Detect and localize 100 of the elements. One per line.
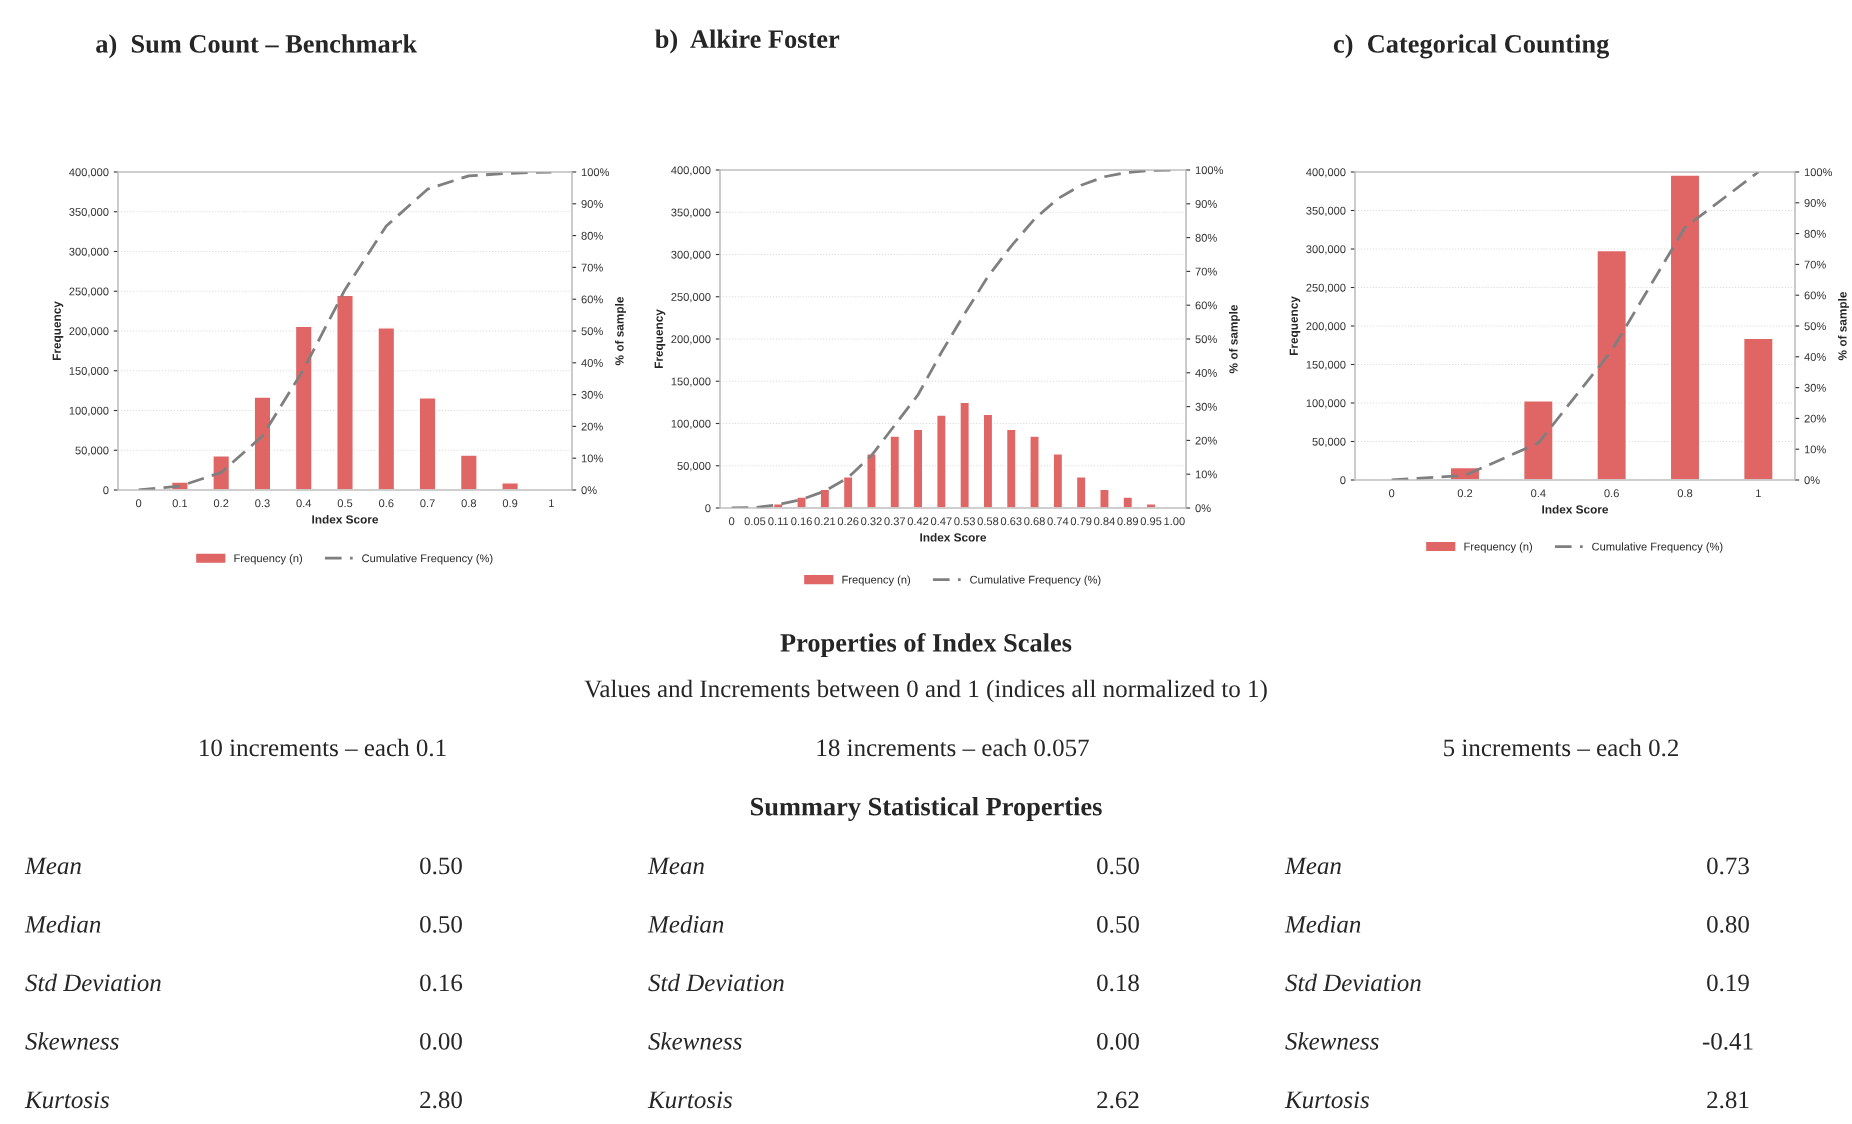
y-tick-label: 200,000 [671,335,711,345]
y-tick-label: 300,000 [1306,245,1346,255]
y2-tick-label: 100% [581,168,610,177]
x-axis-title: Index Score [920,532,987,542]
text: 0.16 [420,974,463,992]
y-tick-label: 350,000 [1306,206,1346,216]
chart-title: b) Alkire Foster [655,29,840,54]
y-tick-label: 300,000 [671,250,711,260]
text: 0.18 [1097,974,1139,992]
legend-label: Cumulative Frequency (%) [362,554,493,565]
chart-title: c) Categorical Counting [1333,34,1610,59]
y2-tick-label: 30% [581,390,603,399]
text: Kurtosis [647,1091,732,1109]
x-tick-label: 0.37 [884,517,906,526]
y2-tick-label: 10% [1195,470,1217,479]
y2-tick-label: 80% [581,231,603,240]
text: 5 increments – each 0.2 [1444,738,1678,757]
y2-axis-title: % of sample [1838,291,1850,361]
y2-tick-label: 60% [1195,301,1217,310]
text: Properties of Index Scales [780,632,1072,658]
x-tick-label: 0.3 [255,499,270,508]
bar [1099,488,1110,508]
bar [377,327,396,490]
y2-tick-label: 50% [1804,322,1826,331]
bar [982,413,994,508]
text: Median [1284,915,1361,933]
y2-tick-label: 90% [1195,200,1217,208]
text: Std Deviation [1285,973,1421,992]
text: Values and Increments between 0 and 1 (indices all normalized to 1) [584,679,1267,703]
y2-axis-title: % of sample [615,296,627,366]
x-tick-label: 0.53 [954,517,975,526]
y2-tick-label: 40% [1804,353,1826,361]
x-tick-label: 1.00 [1164,517,1185,526]
text: 0.00 [420,1032,462,1050]
x-tick-label: 0.63 [1000,517,1022,526]
text: Skewness [648,1032,742,1050]
y2-tick-label: 80% [1804,229,1826,238]
y2-tick-label: 0% [581,486,597,495]
bar [501,482,520,490]
text: Kurtosis [24,1091,109,1109]
y-axis-title: Frequency [1289,296,1301,356]
text: Kurtosis [1284,1091,1369,1109]
line-series [1390,172,1760,480]
y-tick-label: 250,000 [1306,283,1346,293]
y2-tick-label: 10% [1804,445,1826,454]
y-tick-label: 250,000 [69,287,109,297]
chart-title: a) Sum Count – Benchmark [96,34,418,59]
text: 18 increments – each 0.057 [817,738,1089,757]
y-tick-label: 0 [1340,476,1346,485]
x-axis-title: Index Score [312,514,379,524]
bar [1522,399,1554,480]
bar [459,454,478,490]
y2-tick-label: 30% [1195,402,1217,411]
x-tick-label: 0.32 [861,517,882,526]
text: -0.41 [1702,1032,1753,1050]
bar [935,414,947,508]
y2-tick-label: 0% [1804,476,1820,485]
x-tick-label: 0.4 [1531,489,1546,498]
x-tick-label: 0.5 [337,499,353,508]
y-tick-label: 150,000 [671,377,711,387]
x-tick-label: 0.68 [1024,517,1045,526]
y-axis-title: Frequency [654,309,666,369]
y-tick-label: 100,000 [671,419,711,429]
x-tick-label: 0.58 [977,517,999,526]
y-tick-label: 100,000 [69,406,109,416]
text: 0.50 [420,915,462,933]
text: Mean [1284,857,1341,875]
bar [1005,428,1017,508]
legend-label: Frequency (n) [1464,542,1533,553]
text: 0.50 [1097,857,1139,875]
x-tick-label: 0 [1389,489,1395,498]
bar [866,453,877,508]
y-tick-label: 100,000 [1306,399,1346,409]
bar [959,401,971,508]
x-tick-label: 0.6 [1604,489,1619,498]
bar [1669,174,1701,480]
text: 0.50 [1097,915,1139,933]
x-tick-label: 0.89 [1117,517,1139,526]
y2-tick-label: 70% [1804,260,1826,269]
legend-label: Cumulative Frequency (%) [1592,542,1723,553]
bar [1052,453,1064,508]
y2-tick-label: 50% [581,327,603,336]
x-tick-label: 0.4 [296,499,312,508]
y-tick-label: 250,000 [671,293,711,303]
x-tick-label: 0.74 [1047,517,1069,526]
x-tick-label: 0.47 [930,517,952,526]
x-axis-title: Index Score [1542,504,1609,514]
bar [796,496,807,508]
bar [842,476,854,508]
bar [1075,476,1087,508]
text: 0.50 [420,857,462,875]
y-tick-label: 200,000 [69,327,109,337]
text: Skewness [1285,1032,1379,1050]
text: Std Deviation [25,973,161,992]
text: 2.62 [1097,1091,1139,1109]
text: 0.80 [1707,915,1749,933]
bar [212,455,231,490]
x-tick-label: 0.2 [213,499,229,508]
y2-tick-label: 70% [1195,267,1217,276]
bar [889,435,901,508]
